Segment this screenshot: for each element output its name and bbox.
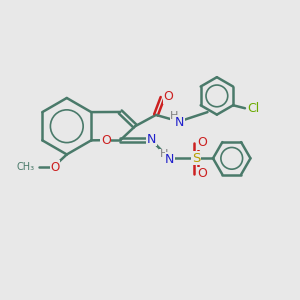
Text: N: N (175, 116, 184, 129)
Text: Cl: Cl (247, 102, 260, 115)
Text: N: N (147, 133, 156, 146)
Text: H: H (160, 149, 168, 159)
Text: O: O (50, 161, 59, 174)
Text: H: H (170, 111, 178, 122)
Text: O: O (198, 167, 208, 180)
Text: O: O (164, 90, 173, 103)
Text: CH₃: CH₃ (17, 162, 35, 172)
Text: O: O (101, 134, 111, 147)
Text: O: O (198, 136, 208, 149)
Text: N: N (165, 153, 175, 166)
Text: S: S (192, 152, 200, 165)
